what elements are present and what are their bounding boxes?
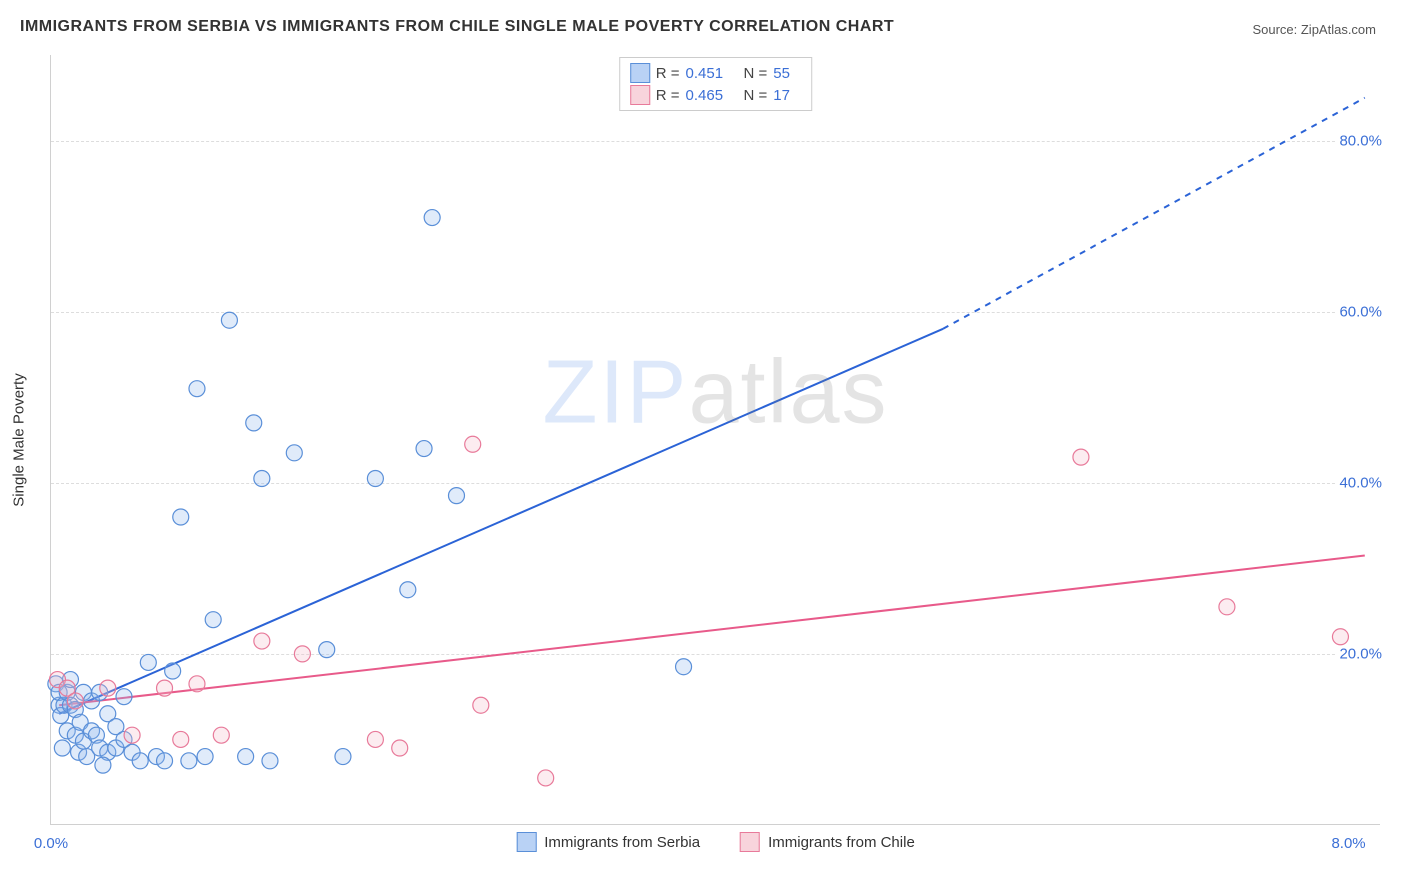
point-chile (67, 693, 83, 709)
point-chile (392, 740, 408, 756)
point-chile (1332, 629, 1348, 645)
point-chile (1073, 449, 1089, 465)
legend-label-chile: Immigrants from Chile (768, 834, 915, 851)
point-serbia (416, 441, 432, 457)
point-serbia (157, 753, 173, 769)
point-serbia (205, 612, 221, 628)
n-label: N = (744, 87, 768, 104)
point-serbia (197, 749, 213, 765)
point-serbia (319, 642, 335, 658)
point-serbia (424, 210, 440, 226)
point-serbia (448, 488, 464, 504)
chart-title: IMMIGRANTS FROM SERBIA VS IMMIGRANTS FRO… (20, 18, 894, 36)
source-label: Source: (1252, 22, 1300, 37)
regression-line-chile (59, 556, 1365, 706)
point-serbia (95, 757, 111, 773)
plot-area: Single Male Poverty 20.0%40.0%60.0%80.0%… (50, 55, 1380, 825)
swatch-serbia (630, 63, 650, 83)
point-chile (367, 731, 383, 747)
series-legend: Immigrants from Serbia Immigrants from C… (516, 832, 915, 852)
source-attribution: Source: ZipAtlas.com (1252, 22, 1376, 37)
legend-item-serbia: Immigrants from Serbia (516, 832, 700, 852)
point-chile (465, 436, 481, 452)
point-chile (538, 770, 554, 786)
n-value-chile: 17 (773, 87, 801, 104)
scatter-svg (51, 55, 1381, 825)
point-chile (100, 680, 116, 696)
legend-item-chile: Immigrants from Chile (740, 832, 915, 852)
r-label: R = (656, 65, 680, 82)
point-serbia (246, 415, 262, 431)
swatch-serbia (516, 832, 536, 852)
point-serbia (181, 753, 197, 769)
point-chile (213, 727, 229, 743)
point-serbia (189, 381, 205, 397)
r-label: R = (656, 87, 680, 104)
stats-row-serbia: R = 0.451 N = 55 (630, 62, 802, 84)
swatch-chile (630, 85, 650, 105)
r-value-serbia: 0.451 (686, 65, 738, 82)
point-serbia (400, 582, 416, 598)
point-serbia (238, 749, 254, 765)
swatch-chile (740, 832, 760, 852)
point-serbia (54, 740, 70, 756)
y-axis-label: Single Male Poverty (11, 373, 28, 506)
x-tick-label: 8.0% (1331, 835, 1365, 852)
point-serbia (140, 654, 156, 670)
point-chile (294, 646, 310, 662)
point-chile (473, 697, 489, 713)
point-chile (254, 633, 270, 649)
point-serbia (286, 445, 302, 461)
n-label: N = (744, 65, 768, 82)
regression-dash-serbia (943, 98, 1365, 329)
point-chile (157, 680, 173, 696)
point-chile (189, 676, 205, 692)
r-value-chile: 0.465 (686, 87, 738, 104)
x-tick-label: 0.0% (34, 835, 68, 852)
point-serbia (221, 312, 237, 328)
source-value: ZipAtlas.com (1301, 22, 1376, 37)
point-serbia (335, 749, 351, 765)
point-serbia (262, 753, 278, 769)
point-serbia (116, 689, 132, 705)
stats-legend: R = 0.451 N = 55 R = 0.465 N = 17 (619, 57, 813, 111)
point-serbia (165, 663, 181, 679)
point-serbia (254, 471, 270, 487)
point-serbia (676, 659, 692, 675)
point-serbia (132, 753, 148, 769)
stats-row-chile: R = 0.465 N = 17 (630, 84, 802, 106)
point-serbia (367, 471, 383, 487)
point-serbia (173, 509, 189, 525)
point-chile (173, 731, 189, 747)
point-chile (124, 727, 140, 743)
n-value-serbia: 55 (773, 65, 801, 82)
legend-label-serbia: Immigrants from Serbia (544, 834, 700, 851)
point-chile (1219, 599, 1235, 615)
